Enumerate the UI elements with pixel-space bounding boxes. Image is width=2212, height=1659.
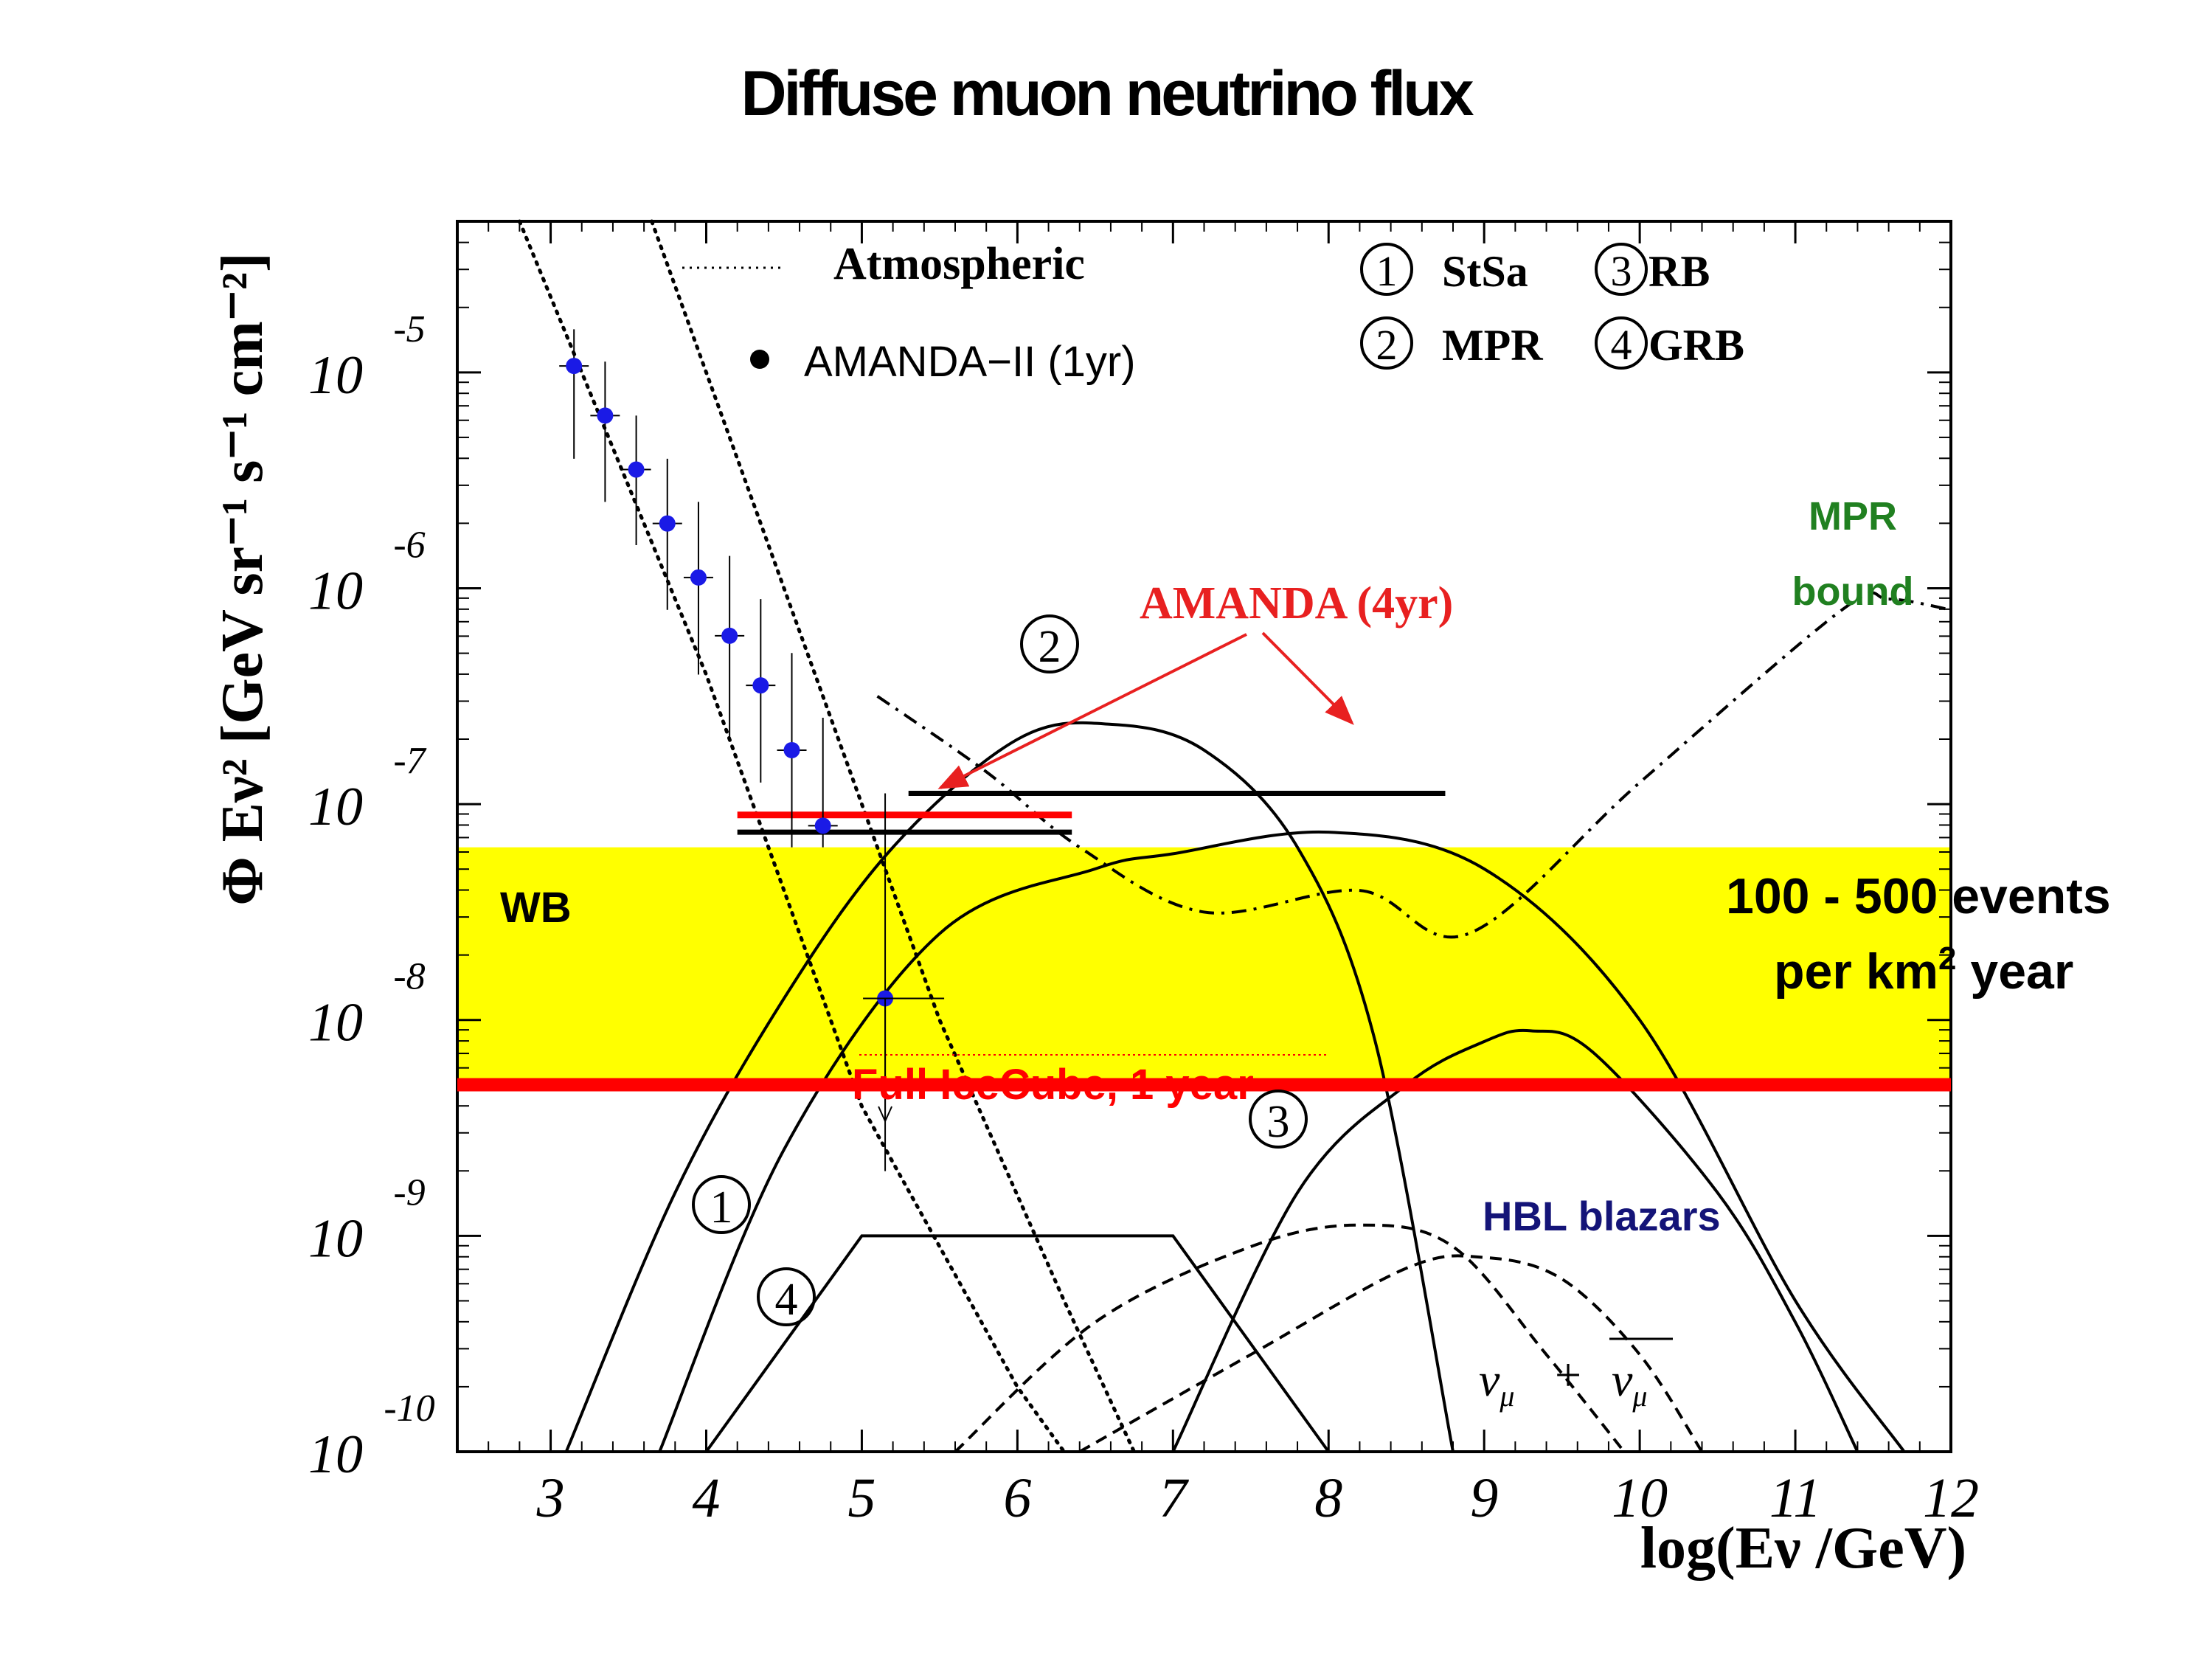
y-tick-exponent: -8 [393, 956, 425, 998]
legend-model-2: 2 MPR [1360, 316, 1543, 370]
curve-label-3: 3 [1249, 1090, 1308, 1149]
amanda-point [752, 677, 769, 694]
plot-frame [456, 220, 1952, 1453]
y-tick-exponent: -5 [393, 308, 425, 350]
slide-title: Diffuse muon neutrino flux [741, 58, 1474, 129]
svg-text:4: 4 [1611, 321, 1632, 369]
annotation-mpr-bound: bound [1792, 569, 1914, 614]
x-tick-label: 5 [847, 1467, 876, 1529]
x-tick-label: 4 [693, 1467, 721, 1529]
svg-text:1: 1 [1376, 247, 1398, 295]
x-tick-label: 11 [1769, 1467, 1821, 1529]
annotation-icecube: Full IceCube, 1 year [852, 1061, 1254, 1109]
legend-atmospheric-label: Atmospheric [833, 239, 1085, 289]
series-hbl-blazars-upper [954, 1223, 1626, 1453]
amanda-point [597, 407, 614, 424]
x-tick-label: 6 [1003, 1467, 1031, 1529]
y-tick-exponent: -7 [393, 740, 426, 782]
annotation-mpr: MPR [1809, 494, 1897, 538]
y-tick-label: 10 [308, 1424, 363, 1485]
svg-text:2: 2 [1376, 321, 1398, 369]
svg-text:2: 2 [1039, 622, 1061, 672]
annotation-nu-mu-sum: νμ + νμ [1479, 1337, 1673, 1413]
amanda-4yr-arrow-right [1261, 631, 1354, 725]
svg-text:MPR: MPR [1442, 321, 1543, 370]
y-tick-label: 10 [308, 993, 363, 1053]
annotation-events-line1: 100 - 500 events [1726, 868, 2111, 924]
x-axis-label: log(Eν /GeV) [1640, 1516, 1966, 1581]
svg-text:νμ: νμ [1479, 1354, 1514, 1413]
amanda-point [690, 569, 707, 586]
svg-text:StSa: StSa [1442, 247, 1528, 296]
annotation-events-line2: per km2 year [1774, 941, 2073, 1000]
amanda-point [628, 461, 645, 478]
series-atmospheric-lower [517, 219, 1067, 1454]
series-3-rb [1171, 1028, 1859, 1452]
svg-text:RB: RB [1648, 247, 1710, 296]
x-tick-label: 9 [1470, 1467, 1498, 1529]
curve-label-4: 4 [757, 1267, 816, 1326]
series-4-grb [704, 1234, 1330, 1453]
legend-model-1: 1 StSa [1360, 243, 1528, 296]
band-wb [457, 847, 1951, 1085]
legend-amanda-marker [750, 350, 769, 369]
series-atmospheric-upper [650, 219, 1137, 1454]
legend-amanda-label: AMANDA−II (1yr) [804, 338, 1136, 386]
svg-text:νμ: νμ [1612, 1354, 1647, 1413]
curve-label-1: 1 [692, 1175, 751, 1234]
svg-text:1: 1 [710, 1182, 733, 1233]
y-tick-label: 10 [308, 777, 363, 837]
amanda-point [783, 741, 800, 758]
y-tick-exponent: -6 [393, 524, 425, 566]
legend-model-4: 4 GRB [1595, 316, 1744, 370]
amanda-upper-limit-arrow [878, 998, 892, 1123]
x-tick-label: 12 [1923, 1467, 1979, 1529]
x-tick-label: 7 [1159, 1467, 1189, 1529]
annotation-hbl-blazars: HBL blazars [1483, 1193, 1721, 1239]
curve-label-2: 2 [1020, 614, 1079, 673]
amanda-point [814, 817, 831, 834]
svg-text:GRB: GRB [1648, 321, 1744, 370]
series-hbl-blazars-lower [1078, 1254, 1704, 1453]
y-tick-label: 10 [308, 1208, 363, 1269]
amanda-point [566, 358, 583, 375]
x-tick-label: 3 [536, 1467, 565, 1529]
y-tick-label: 10 [308, 561, 363, 621]
y-axis-label: Φ Eν² [GeV sr⁻¹ s⁻¹ cm⁻²] [210, 252, 275, 905]
series-1-stsa [564, 721, 1455, 1452]
svg-text:3: 3 [1611, 247, 1632, 295]
amanda-4yr-arrow-left [937, 633, 1247, 789]
amanda-point [721, 627, 738, 644]
legend-model-3: 3 RB [1595, 243, 1710, 296]
y-tick-exponent: -10 [384, 1388, 434, 1430]
y-tick-exponent: -9 [393, 1171, 425, 1213]
series-2-mpr [658, 830, 1906, 1453]
annotation-wb: WB [500, 884, 572, 932]
amanda-point [659, 515, 676, 532]
svg-text:4: 4 [775, 1275, 798, 1325]
svg-text:+: + [1555, 1348, 1581, 1401]
svg-text:3: 3 [1267, 1097, 1290, 1147]
x-tick-label: 10 [1612, 1467, 1668, 1529]
y-tick-label: 10 [308, 345, 363, 406]
x-tick-label: 8 [1314, 1467, 1342, 1529]
annotation-amanda-4yr: AMANDA (4yr) [1140, 578, 1453, 628]
